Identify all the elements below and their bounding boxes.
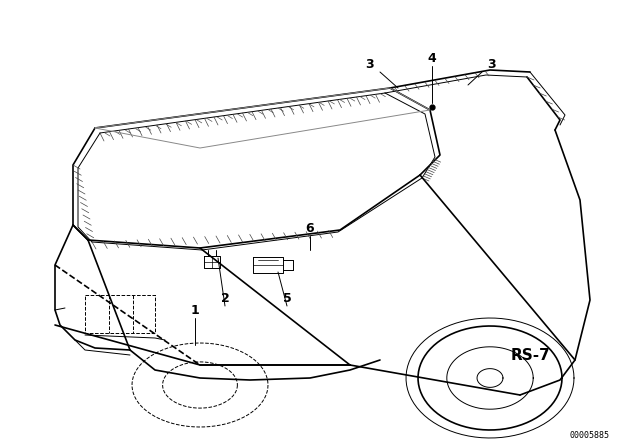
Text: 2: 2 — [221, 292, 229, 305]
Text: 3: 3 — [488, 59, 496, 72]
Text: 00005885: 00005885 — [570, 431, 610, 439]
Text: 3: 3 — [365, 59, 374, 72]
Text: 1: 1 — [191, 303, 200, 316]
Text: RS-7: RS-7 — [510, 348, 550, 362]
Text: 5: 5 — [283, 292, 291, 305]
Text: 6: 6 — [306, 221, 314, 234]
Text: 4: 4 — [428, 52, 436, 65]
